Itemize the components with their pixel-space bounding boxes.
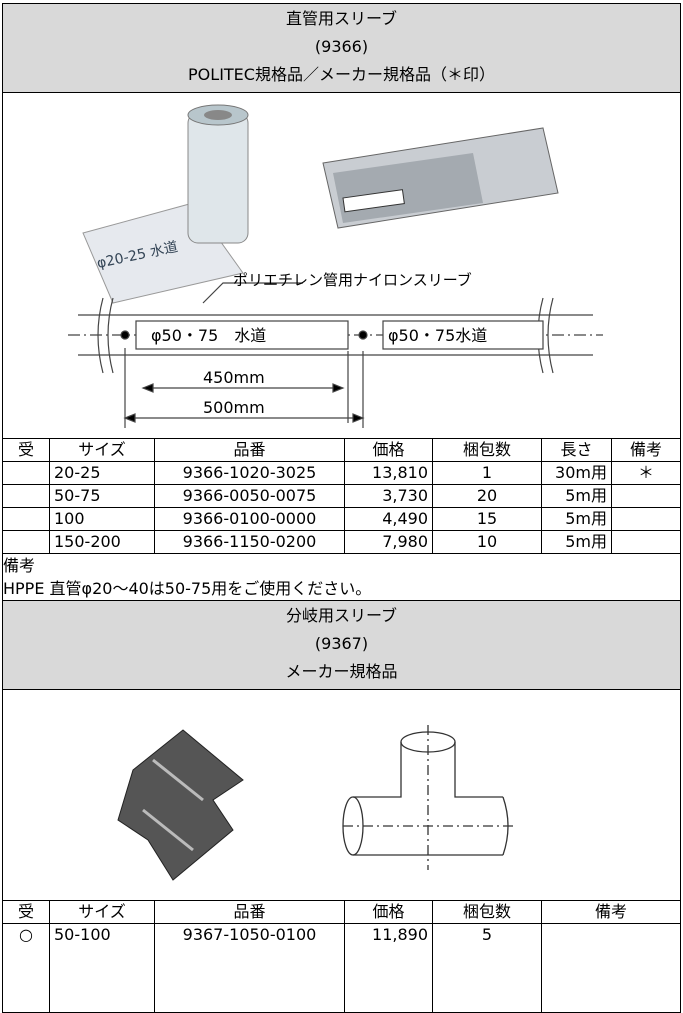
table-cell: [2, 508, 50, 531]
table-cell: 20-25: [50, 462, 155, 485]
table-cell: 13,810: [345, 462, 433, 485]
table-cell: 9366-1150-0200: [155, 531, 345, 554]
notes: 備考 HPPE 直管φ20～40は50-75用をご使用ください。: [2, 554, 681, 600]
table-cell: 15: [433, 508, 542, 531]
table-cell: 7,980: [345, 531, 433, 554]
title: 分岐用スリーブ: [285, 606, 398, 625]
table-cell: [612, 485, 681, 508]
table-cell: 品番: [155, 900, 345, 924]
dim-inner: 450mm: [203, 368, 265, 387]
illustration-2: [117, 725, 513, 881]
table-cell: 5m用: [542, 531, 612, 554]
subtitle: メーカー規格品: [285, 662, 398, 681]
table-cell: ○: [2, 924, 50, 1013]
table-cell: 150-200: [50, 531, 155, 554]
table-cell: 備考: [542, 900, 681, 924]
table-cell: 梱包数: [433, 900, 542, 924]
table-cell: 4,490: [345, 508, 433, 531]
code: (9367): [314, 634, 369, 653]
table-cell: 50-75: [50, 485, 155, 508]
note: HPPE 直管φ20～40は50-75用をご使用ください。: [3, 579, 372, 598]
sleeve-diagram: [68, 282, 603, 428]
table-cell: 100: [50, 508, 155, 531]
table-cell: 価格: [345, 438, 433, 462]
table-cell: 5m用: [542, 508, 612, 531]
table-cell: 品番: [155, 438, 345, 462]
table-cell: [612, 531, 681, 554]
table-cell: 5m用: [542, 485, 612, 508]
dim-outer: 500mm: [203, 398, 265, 417]
roll-photo: φ20-25 水道: [82, 104, 249, 304]
header-1: 直管用スリーブ (9366) POLITEC規格品／メーカー規格品（＊印）: [2, 3, 681, 93]
table-cell: [2, 531, 50, 554]
illustration-1: φ20-25 水道 ポリエチレン管用ナイロンスリーブ φ50・75 水道 φ50…: [68, 104, 603, 428]
table-cell: 受: [2, 438, 50, 462]
table-cell: [612, 508, 681, 531]
table-cell: サイズ: [50, 900, 155, 924]
table-cell: 備考: [612, 438, 681, 462]
header-2: 分岐用スリーブ (9367) メーカー規格品: [2, 600, 681, 690]
tag-right: φ50・75水道: [388, 326, 487, 345]
table-cell: 10: [433, 531, 542, 554]
table-cell: 11,890: [345, 924, 433, 1013]
table-cell: 3,730: [345, 485, 433, 508]
table-cell: ＊: [612, 462, 681, 485]
code: (9366): [314, 37, 369, 56]
table-cell: 9366-0100-0000: [155, 508, 345, 531]
table-cell: サイズ: [50, 438, 155, 462]
table-cell: 5: [433, 924, 542, 1013]
table-cell: [2, 462, 50, 485]
table-cell: 長さ: [542, 438, 612, 462]
diagram-label: ポリエチレン管用ナイロンスリーブ: [233, 271, 472, 289]
table-cell: 30m用: [542, 462, 612, 485]
table-cell: 9367-1050-0100: [155, 924, 345, 1013]
table-cell: [2, 485, 50, 508]
note-label: 備考: [3, 556, 36, 575]
table-cell: 1: [433, 462, 542, 485]
table-cell: [542, 924, 681, 1013]
table-cell: 受: [2, 900, 50, 924]
table-cell: 価格: [345, 900, 433, 924]
subtitle: POLITEC規格品／メーカー規格品（＊印）: [188, 65, 495, 84]
table-cell: 20: [433, 485, 542, 508]
table-cell: 梱包数: [433, 438, 542, 462]
bag-photo: [322, 127, 559, 229]
table-cell: 9366-1020-3025: [155, 462, 345, 485]
table-cell: 50-100: [50, 924, 155, 1013]
tag-left: φ50・75 水道: [151, 326, 266, 345]
title: 直管用スリーブ: [285, 9, 398, 28]
table-cell: 9366-0050-0075: [155, 485, 345, 508]
